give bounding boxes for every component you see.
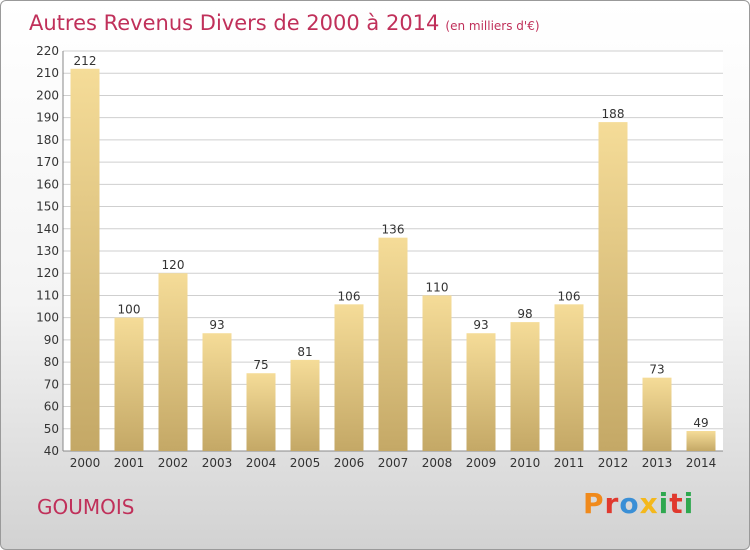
bar	[598, 122, 628, 451]
y-tick-label: 140	[36, 222, 59, 236]
logo-letter: x	[639, 487, 659, 520]
x-tick-label: 2006	[334, 456, 365, 470]
bar-value-label: 110	[426, 280, 449, 294]
x-tick-label: 2000	[70, 456, 101, 470]
chart-title-text: Autres Revenus Divers de 2000 à 2014	[29, 11, 440, 35]
bar	[114, 317, 144, 451]
y-tick-label: 120	[36, 266, 59, 280]
chart-title: Autres Revenus Divers de 2000 à 2014 (en …	[29, 11, 540, 35]
y-tick-label: 220	[36, 44, 59, 58]
x-tick-label: 2010	[510, 456, 541, 470]
logo-letter: t	[669, 487, 684, 520]
y-tick-label: 100	[36, 311, 59, 325]
x-tick-label: 2003	[202, 456, 233, 470]
x-tick-label: 2011	[554, 456, 585, 470]
y-tick-label: 50	[44, 422, 59, 436]
bar-value-label: 100	[118, 303, 141, 317]
bar-value-label: 49	[693, 416, 708, 430]
bar	[246, 373, 276, 451]
bar-value-label: 212	[74, 54, 97, 68]
logo-letter: o	[619, 487, 640, 520]
logo-letter: P	[583, 487, 605, 520]
bar-value-label: 106	[338, 289, 361, 303]
logo-letter: i	[658, 487, 670, 520]
y-tick-label: 200	[36, 88, 59, 102]
bar-value-label: 136	[382, 223, 405, 237]
bar	[334, 304, 364, 451]
y-tick-label: 170	[36, 155, 59, 169]
y-tick-label: 80	[44, 355, 59, 369]
bar-value-label: 81	[297, 345, 312, 359]
bar	[510, 322, 540, 451]
x-tick-label: 2004	[246, 456, 277, 470]
bar-value-label: 73	[649, 363, 664, 377]
bar-value-label: 188	[602, 107, 625, 121]
bar-value-label: 120	[162, 258, 185, 272]
bar-value-label: 93	[473, 318, 488, 332]
bar-value-label: 75	[253, 358, 268, 372]
x-tick-label: 2001	[114, 456, 145, 470]
y-tick-label: 60	[44, 400, 59, 414]
bar-value-label: 106	[558, 289, 581, 303]
y-tick-label: 190	[36, 111, 59, 125]
x-tick-label: 2002	[158, 456, 189, 470]
x-tick-label: 2013	[642, 456, 673, 470]
y-tick-label: 180	[36, 133, 59, 147]
bar	[686, 431, 716, 451]
y-tick-label: 90	[44, 333, 59, 347]
y-tick-label: 210	[36, 66, 59, 80]
bar	[642, 377, 672, 451]
x-tick-label: 2005	[290, 456, 321, 470]
bar	[202, 333, 232, 451]
x-tick-label: 2008	[422, 456, 453, 470]
y-tick-label: 130	[36, 244, 59, 258]
bar-value-label: 93	[209, 318, 224, 332]
x-tick-label: 2007	[378, 456, 409, 470]
y-tick-label: 110	[36, 288, 59, 302]
y-tick-label: 70	[44, 377, 59, 391]
y-tick-label: 160	[36, 177, 59, 191]
logo-letter: i	[683, 487, 695, 520]
y-tick-label: 40	[44, 444, 59, 458]
x-tick-label: 2012	[598, 456, 629, 470]
x-tick-label: 2014	[686, 456, 717, 470]
commune-name: GOUMOIS	[37, 495, 135, 519]
x-tick-label: 2009	[466, 456, 497, 470]
bar	[466, 333, 496, 451]
y-tick-label: 150	[36, 200, 59, 214]
bar	[290, 359, 320, 451]
bar	[422, 295, 452, 451]
chart-unit-label: (en milliers d'€)	[445, 19, 540, 33]
bar	[70, 68, 100, 452]
bar	[158, 273, 188, 451]
proxiti-logo: Proxiti	[583, 487, 694, 520]
logo-letter: r	[604, 487, 620, 520]
bar	[554, 304, 584, 451]
bar	[378, 237, 408, 451]
bar-value-label: 98	[517, 307, 532, 321]
